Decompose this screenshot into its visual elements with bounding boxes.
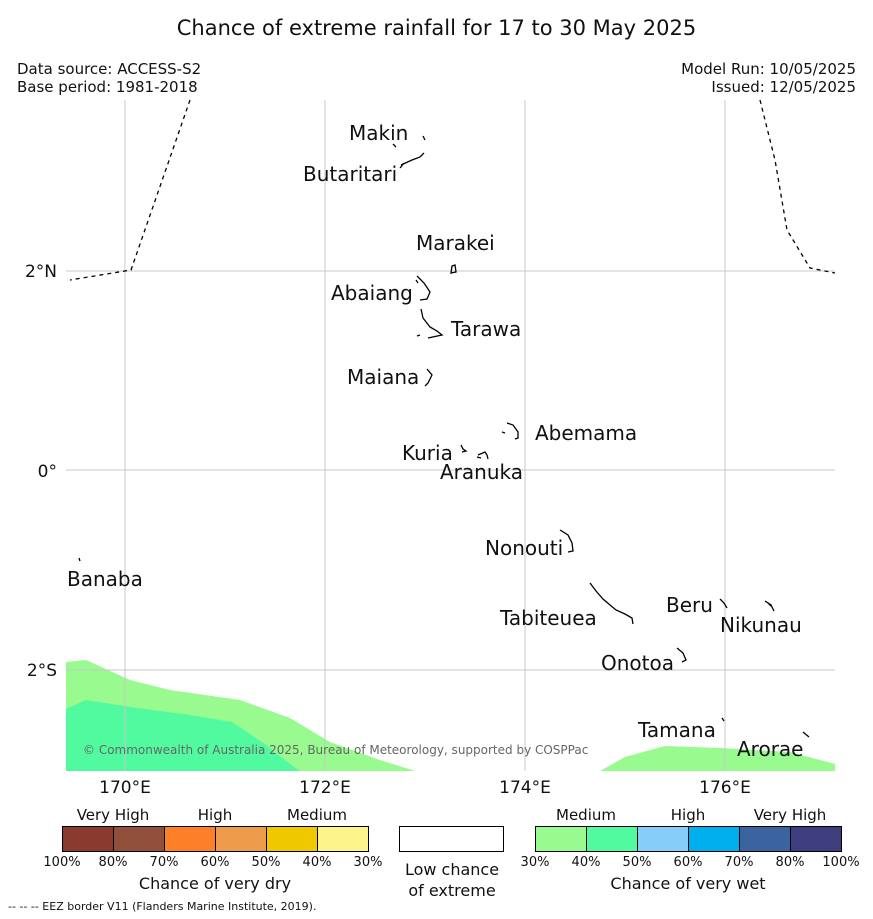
makin-island: [392, 135, 426, 148]
data-source-info: Data source: ACCESS-S2 Base period: 1981…: [17, 60, 201, 96]
arorae-island: [802, 731, 810, 738]
eez-footnote: -- -- -- EEZ border V11 (Flanders Marine…: [8, 900, 317, 913]
aranuka-island: [476, 451, 489, 460]
dry-tick-label: 30%: [353, 855, 383, 870]
place-label: Tamana: [637, 718, 716, 742]
banaba-island: [78, 557, 81, 562]
place-label: Maiana: [347, 365, 419, 389]
run-info: Model Run: 10/05/2025 Issued: 12/05/2025: [681, 60, 856, 96]
wet-tick-label: 70%: [724, 855, 754, 870]
place-label: Butaritari: [303, 162, 397, 186]
dry-swatch: [317, 826, 369, 852]
low-chance-line-2: of extreme: [408, 881, 496, 900]
wet-tick-label: 100%: [822, 855, 860, 870]
lon-label: 176°E: [699, 778, 751, 798]
wet-high-heading: High: [670, 806, 706, 824]
low-chance-line-1: Low chance: [404, 860, 500, 879]
wet-tick-label: 30%: [520, 855, 550, 870]
eez-border-east: [759, 99, 836, 274]
place-label: Nikunau: [720, 613, 802, 637]
wet-swatch: [790, 826, 842, 852]
beru-island: [719, 598, 728, 609]
kuria-island: [460, 444, 468, 453]
place-label: Kuria: [402, 441, 453, 465]
place-label: Aranuka: [440, 460, 523, 484]
lat-label: 2°N: [25, 262, 57, 282]
dry-very-high-heading: Very High: [76, 806, 150, 824]
wet-very-high-heading: Very High: [753, 806, 827, 824]
wet-swatch: [688, 826, 740, 852]
place-label: Beru: [666, 593, 713, 617]
dry-high-heading: High: [197, 806, 233, 824]
lon-label: 172°E: [299, 778, 351, 798]
wet-medium-heading: Medium: [556, 806, 616, 824]
wet-swatch: [535, 826, 587, 852]
lon-label: 174°E: [499, 778, 551, 798]
place-label: Tarawa: [450, 317, 521, 341]
wet-tick-label: 40%: [571, 855, 601, 870]
onotoa-island: [676, 647, 687, 663]
nonouti-island: [559, 529, 574, 553]
wet-tick-label: 60%: [673, 855, 703, 870]
dry-swatch: [215, 826, 267, 852]
wet-swatch: [739, 826, 791, 852]
island-outlines: [78, 135, 810, 738]
place-label: Onotoa: [601, 651, 674, 675]
abaiang-island: [415, 275, 431, 301]
place-labels: Makin Butaritari Marakei Abaiang Tarawa …: [67, 121, 803, 761]
dry-tick-label: 40%: [302, 855, 332, 870]
dry-tick-label: 50%: [251, 855, 281, 870]
dry-tick-label: 60%: [200, 855, 230, 870]
graticule: [66, 100, 835, 771]
dry-swatch: [266, 826, 318, 852]
axis-labels: 2°N 0° 2°S 170°E 172°E 174°E 176°E: [25, 262, 751, 798]
wet-swatch: [637, 826, 689, 852]
base-period: Base period: 1981-2018: [17, 78, 198, 96]
dry-tick-label: 80%: [98, 855, 128, 870]
place-label: Tabiteuea: [499, 606, 597, 630]
dry-medium-heading: Medium: [287, 806, 347, 824]
butaritari-island: [399, 152, 425, 169]
data-source: Data source: ACCESS-S2: [17, 60, 202, 78]
wet-swatch: [586, 826, 638, 852]
map-title: Chance of extreme rainfall for 17 to 30 …: [176, 16, 697, 40]
place-label: Marakei: [416, 231, 495, 255]
marakei-island: [450, 264, 457, 274]
copyright-notice: © Commonwealth of Australia 2025, Bureau…: [83, 743, 588, 757]
nikunau-island: [764, 600, 775, 612]
low-chance-swatch: [399, 826, 504, 852]
place-label: Makin: [349, 121, 408, 145]
lat-label: 0°: [38, 462, 57, 482]
tamana-island: [721, 717, 725, 722]
place-label: Arorae: [737, 737, 803, 761]
place-label: Nonouti: [485, 536, 563, 560]
maiana-island: [424, 368, 433, 387]
low-chance-caption: Low chance of extreme: [380, 859, 524, 901]
lon-label: 170°E: [99, 778, 151, 798]
dry-swatch: [164, 826, 216, 852]
wet-tick-label: 80%: [775, 855, 805, 870]
dry-tick-label: 70%: [149, 855, 179, 870]
eez-border-west: [69, 99, 191, 281]
wet-caption: Chance of very wet: [610, 874, 766, 893]
lat-label: 2°S: [27, 661, 57, 681]
abemama-island: [501, 422, 519, 440]
tarawa-island: [416, 308, 444, 339]
wet-medium-area-east: [600, 746, 835, 771]
wet-tick-label: 50%: [622, 855, 652, 870]
dry-tick-label: 100%: [43, 855, 81, 870]
issued-date: Issued: 12/05/2025: [711, 78, 856, 96]
tabiteuea-island: [589, 582, 634, 625]
place-label: Abaiang: [331, 281, 413, 305]
dry-caption: Chance of very dry: [138, 874, 292, 893]
place-label: Banaba: [67, 567, 143, 591]
place-label: Abemama: [535, 421, 637, 445]
model-run: Model Run: 10/05/2025: [681, 60, 856, 78]
dry-swatch: [62, 826, 114, 852]
dry-swatch: [113, 826, 165, 852]
